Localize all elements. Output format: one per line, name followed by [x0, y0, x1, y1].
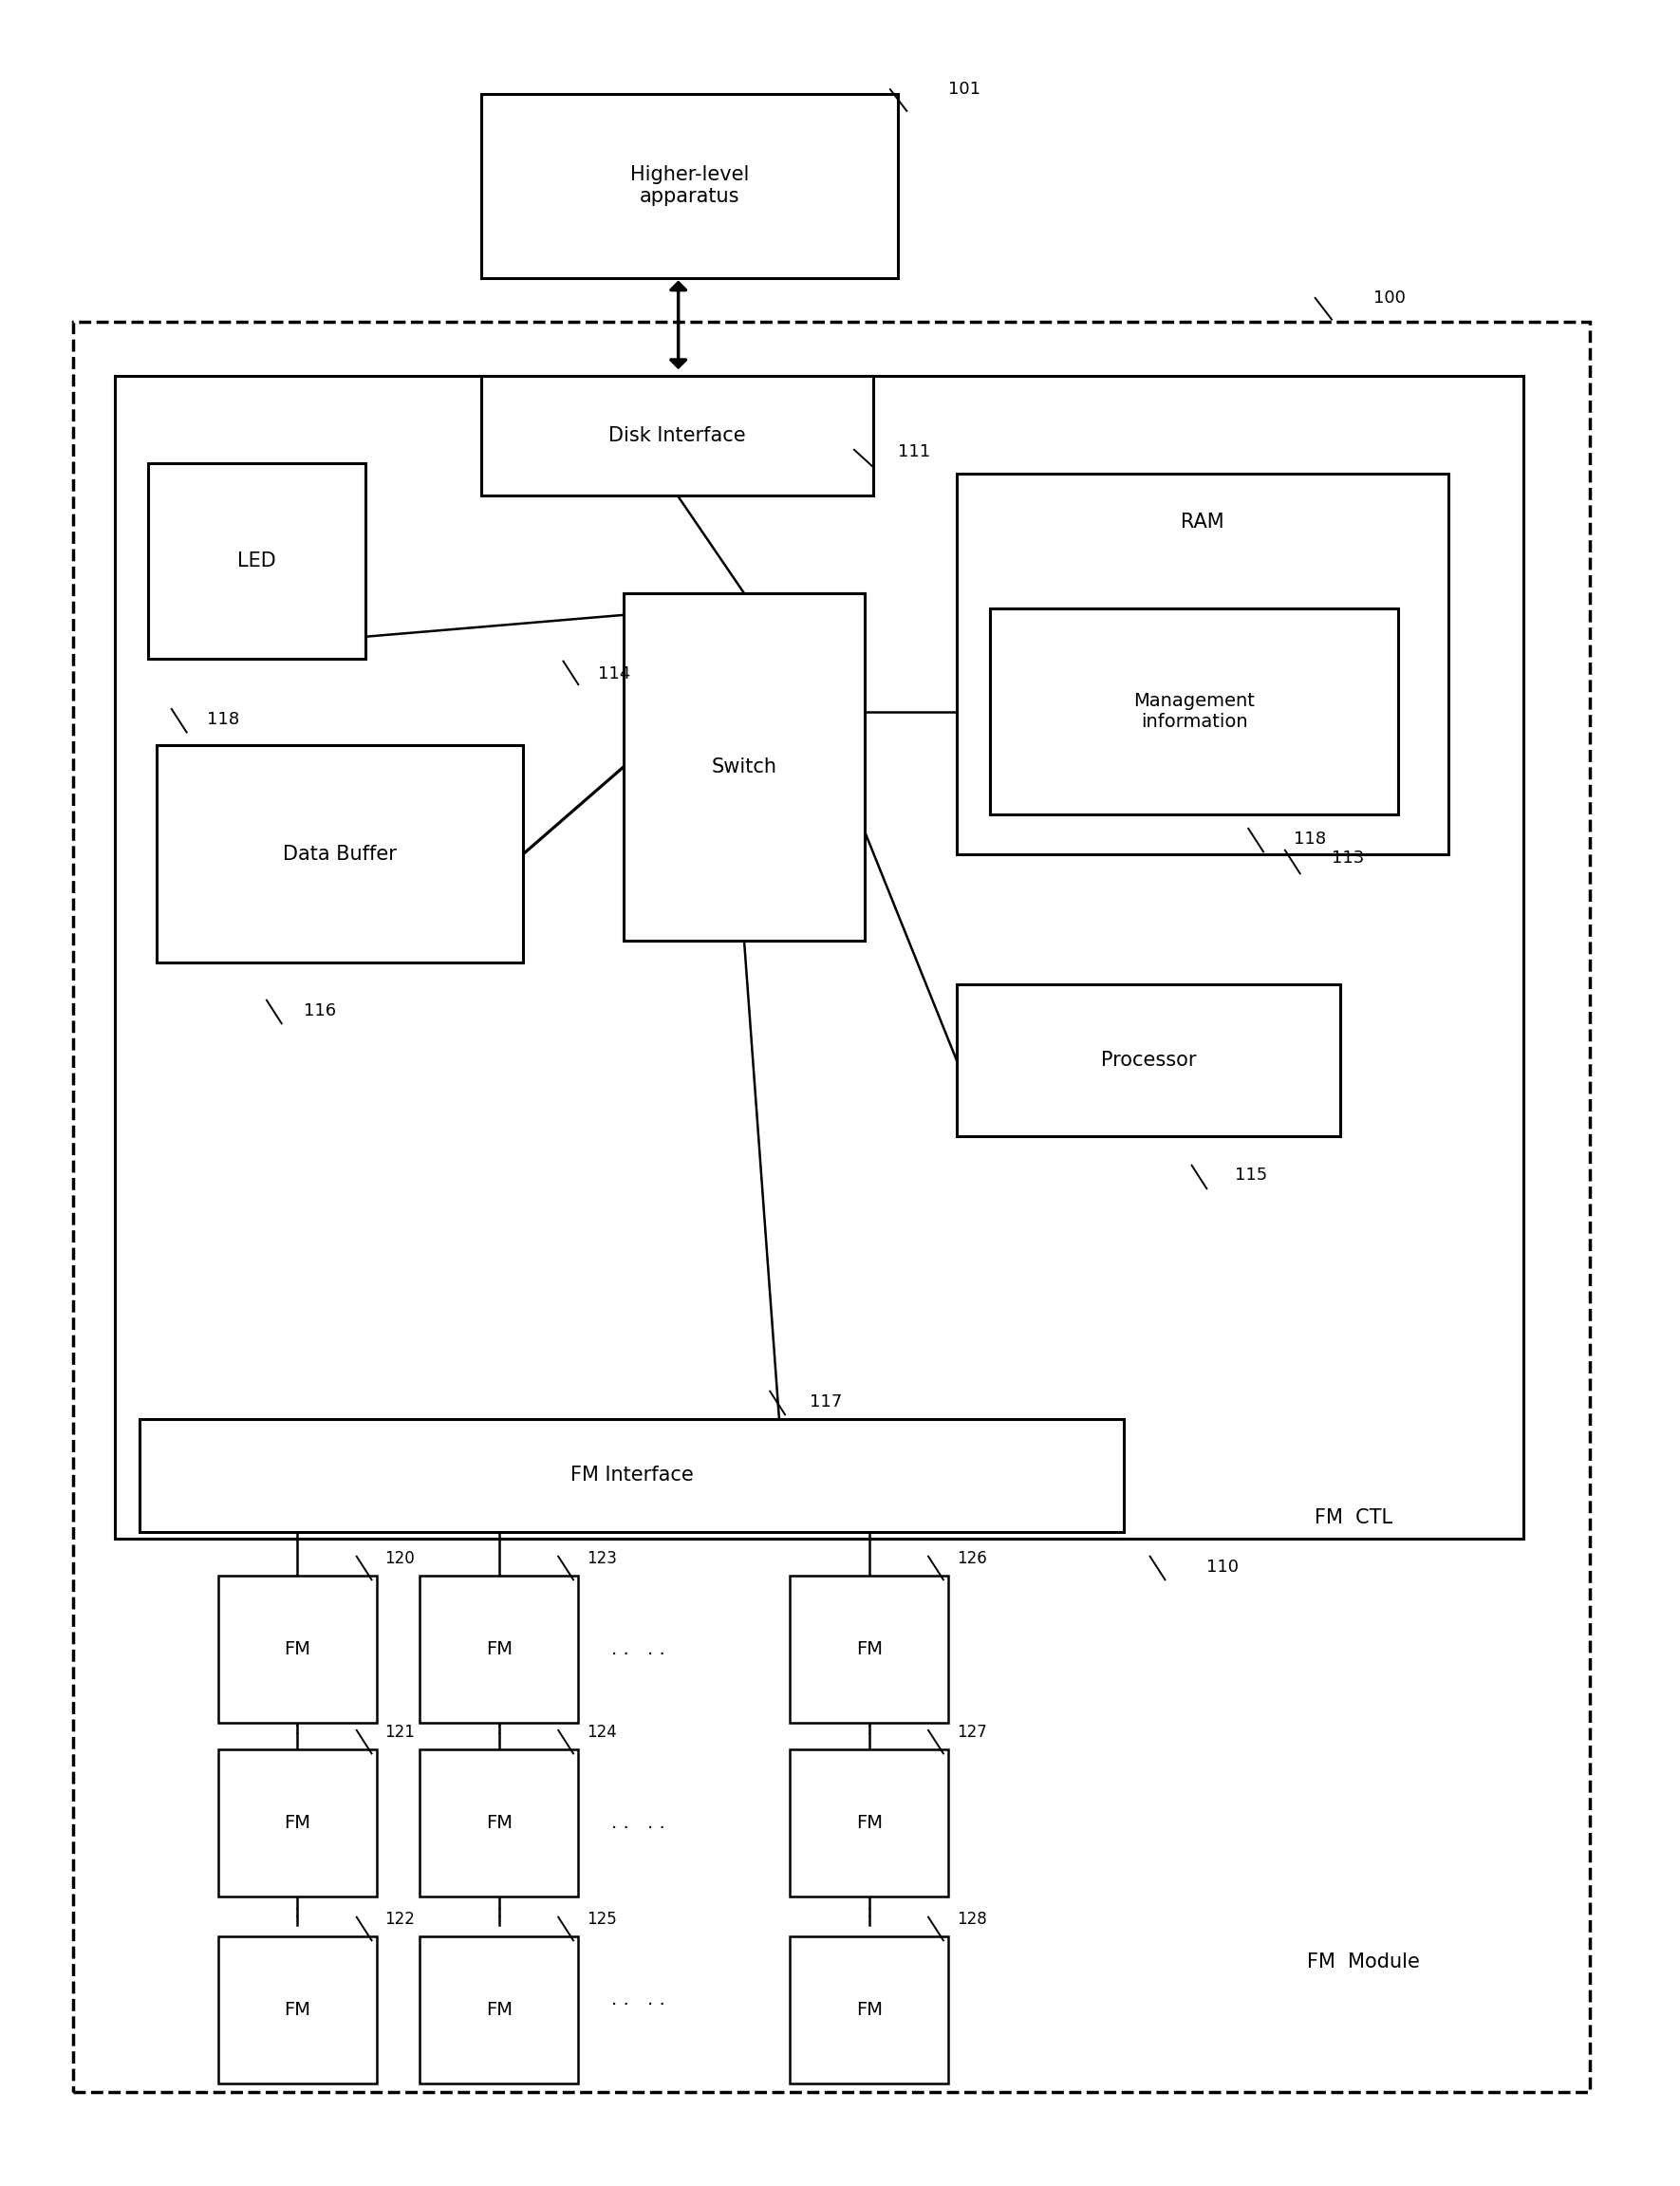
Text: . .: . . — [612, 1814, 628, 1832]
Text: . .: . . — [648, 1989, 665, 2009]
Bar — [482, 376, 874, 496]
Text: FM: FM — [284, 2000, 311, 2020]
Text: 121: 121 — [385, 1723, 415, 1740]
Bar — [956, 474, 1448, 855]
Bar — [156, 745, 522, 962]
Text: 114: 114 — [598, 665, 630, 682]
Text: 115: 115 — [1235, 1167, 1267, 1185]
Text: FM: FM — [486, 1640, 512, 1659]
Text: 100: 100 — [1373, 289, 1406, 306]
Text: :: : — [867, 1902, 872, 1921]
Bar — [790, 1937, 948, 2083]
Text: Management
information: Management information — [1134, 693, 1255, 730]
Text: FM  Module: FM Module — [1307, 1952, 1420, 1972]
Text: :: : — [496, 1902, 502, 1921]
Text: 116: 116 — [304, 1001, 336, 1019]
Text: :: : — [294, 1902, 301, 1921]
Bar — [218, 1576, 376, 1723]
Text: . .: . . — [648, 1814, 665, 1832]
Text: 125: 125 — [586, 1911, 617, 1928]
Text: Processor: Processor — [1100, 1051, 1196, 1069]
Text: 124: 124 — [586, 1723, 617, 1740]
Text: 120: 120 — [385, 1550, 415, 1567]
Bar — [148, 463, 365, 658]
Text: FM Interface: FM Interface — [570, 1467, 694, 1484]
Text: 118: 118 — [207, 710, 239, 728]
Text: FM: FM — [855, 1814, 882, 1832]
Text: 122: 122 — [385, 1911, 415, 1928]
Bar — [218, 1749, 376, 1897]
Text: 117: 117 — [810, 1392, 842, 1410]
Text: Data Buffer: Data Buffer — [282, 844, 396, 863]
Text: :: : — [496, 1720, 502, 1738]
Bar — [74, 321, 1589, 2092]
Bar — [218, 1937, 376, 2083]
Bar — [420, 1937, 578, 2083]
Bar — [990, 608, 1398, 815]
Text: Higher-level
apparatus: Higher-level apparatus — [630, 166, 749, 205]
Text: 126: 126 — [956, 1550, 986, 1567]
Text: 110: 110 — [1206, 1559, 1238, 1576]
Text: . .: . . — [648, 1640, 665, 1659]
Text: Disk Interface: Disk Interface — [608, 426, 746, 446]
Text: :: : — [294, 1720, 301, 1738]
Text: 118: 118 — [1294, 831, 1326, 848]
Text: 123: 123 — [586, 1550, 617, 1567]
Bar — [420, 1749, 578, 1897]
Text: :: : — [867, 1720, 872, 1738]
Bar — [956, 984, 1341, 1137]
Text: . .: . . — [612, 1640, 628, 1659]
Text: FM: FM — [486, 2000, 512, 2020]
Text: 101: 101 — [948, 81, 981, 98]
Bar — [790, 1576, 948, 1723]
Text: FM: FM — [855, 2000, 882, 2020]
Bar — [139, 1419, 1124, 1532]
Bar — [420, 1576, 578, 1723]
Text: . .: . . — [612, 1989, 628, 2009]
Text: 127: 127 — [956, 1723, 986, 1740]
Text: FM  CTL: FM CTL — [1315, 1508, 1393, 1528]
Text: 128: 128 — [956, 1911, 986, 1928]
Text: 111: 111 — [899, 444, 931, 461]
Text: FM: FM — [855, 1640, 882, 1659]
Bar — [482, 94, 899, 278]
Text: FM: FM — [486, 1814, 512, 1832]
Text: 113: 113 — [1332, 850, 1364, 868]
Text: Switch: Switch — [711, 759, 776, 776]
Text: FM: FM — [284, 1814, 311, 1832]
Bar — [623, 592, 865, 940]
Bar — [114, 376, 1524, 1539]
Text: FM: FM — [284, 1640, 311, 1659]
Text: RAM: RAM — [1181, 514, 1225, 531]
Text: LED: LED — [237, 551, 276, 571]
Bar — [790, 1749, 948, 1897]
